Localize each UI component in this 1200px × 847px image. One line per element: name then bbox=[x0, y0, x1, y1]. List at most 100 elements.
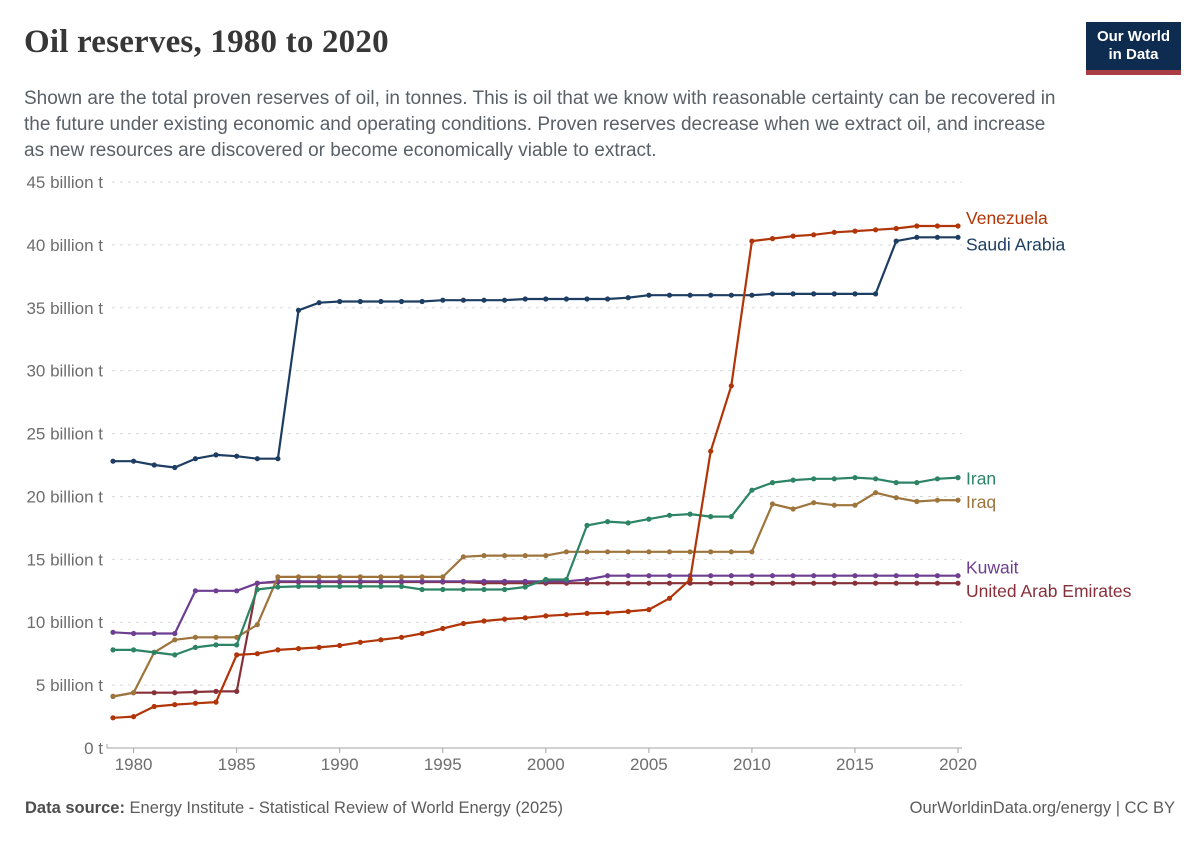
data-point-iraq[interactable] bbox=[831, 502, 837, 508]
data-point-kuwait[interactable] bbox=[440, 578, 446, 584]
data-point-iran[interactable] bbox=[440, 586, 446, 593]
data-point-united-arab-emirates[interactable] bbox=[955, 580, 961, 586]
data-point-iraq[interactable] bbox=[440, 574, 446, 580]
data-point-iraq[interactable] bbox=[378, 574, 384, 580]
data-point-kuwait[interactable] bbox=[584, 576, 590, 583]
data-point-venezuela[interactable] bbox=[172, 702, 178, 708]
data-point-iraq[interactable] bbox=[708, 549, 714, 555]
data-point-united-arab-emirates[interactable] bbox=[605, 580, 611, 586]
data-point-iran[interactable] bbox=[955, 475, 961, 481]
data-point-iraq[interactable] bbox=[955, 497, 961, 503]
data-point-saudi-arabia[interactable] bbox=[646, 292, 652, 298]
data-point-venezuela[interactable] bbox=[893, 225, 899, 232]
data-point-iraq[interactable] bbox=[192, 634, 198, 640]
data-point-saudi-arabia[interactable] bbox=[131, 458, 137, 464]
data-point-iran[interactable] bbox=[213, 642, 219, 648]
data-point-iran[interactable] bbox=[151, 649, 157, 656]
data-point-iraq[interactable] bbox=[728, 549, 734, 555]
data-point-saudi-arabia[interactable] bbox=[522, 296, 528, 302]
data-point-iraq[interactable] bbox=[398, 574, 405, 580]
data-point-iran[interactable] bbox=[295, 583, 302, 590]
data-point-iraq[interactable] bbox=[563, 549, 570, 555]
data-point-iran[interactable] bbox=[666, 512, 673, 518]
data-point-iran[interactable] bbox=[790, 477, 796, 483]
data-point-venezuela[interactable] bbox=[337, 642, 343, 649]
data-point-kuwait[interactable] bbox=[769, 573, 776, 579]
data-point-united-arab-emirates[interactable] bbox=[172, 690, 178, 696]
data-point-venezuela[interactable] bbox=[790, 233, 796, 239]
data-point-kuwait[interactable] bbox=[481, 578, 487, 584]
data-point-kuwait[interactable] bbox=[378, 578, 384, 584]
series-label-united-arab-emirates[interactable]: United Arab Emirates bbox=[966, 581, 1132, 601]
data-point-iraq[interactable] bbox=[605, 549, 611, 555]
data-point-kuwait[interactable] bbox=[357, 578, 363, 584]
data-point-iran[interactable] bbox=[852, 475, 858, 481]
data-point-iran[interactable] bbox=[192, 644, 198, 651]
data-point-iran[interactable] bbox=[357, 583, 363, 590]
data-point-saudi-arabia[interactable] bbox=[749, 292, 755, 298]
data-point-iran[interactable] bbox=[398, 583, 405, 590]
data-point-kuwait[interactable] bbox=[213, 588, 219, 594]
data-point-united-arab-emirates[interactable] bbox=[914, 580, 920, 586]
data-point-saudi-arabia[interactable] bbox=[873, 291, 879, 297]
data-point-iraq[interactable] bbox=[522, 553, 528, 559]
data-point-venezuela[interactable] bbox=[440, 625, 446, 632]
data-point-iran[interactable] bbox=[131, 647, 137, 653]
data-point-saudi-arabia[interactable] bbox=[955, 234, 961, 240]
data-point-kuwait[interactable] bbox=[811, 573, 817, 579]
data-point-saudi-arabia[interactable] bbox=[234, 453, 240, 459]
data-point-venezuela[interactable] bbox=[831, 229, 837, 235]
data-point-iraq[interactable] bbox=[213, 634, 219, 640]
data-point-kuwait[interactable] bbox=[790, 573, 796, 579]
series-label-kuwait[interactable]: Kuwait bbox=[966, 558, 1019, 578]
data-point-united-arab-emirates[interactable] bbox=[625, 580, 631, 586]
data-point-saudi-arabia[interactable] bbox=[357, 298, 363, 305]
series-line-iraq[interactable] bbox=[111, 491, 960, 698]
data-point-kuwait[interactable] bbox=[337, 578, 343, 584]
data-point-venezuela[interactable] bbox=[584, 610, 590, 617]
data-point-united-arab-emirates[interactable] bbox=[646, 580, 652, 586]
data-point-venezuela[interactable] bbox=[502, 616, 508, 622]
data-point-venezuela[interactable] bbox=[419, 630, 425, 637]
data-point-kuwait[interactable] bbox=[605, 573, 611, 579]
data-point-venezuela[interactable] bbox=[131, 714, 137, 720]
data-point-venezuela[interactable] bbox=[192, 700, 198, 706]
data-point-saudi-arabia[interactable] bbox=[316, 300, 322, 306]
data-point-iraq[interactable] bbox=[357, 574, 363, 580]
data-point-saudi-arabia[interactable] bbox=[110, 458, 116, 464]
data-point-kuwait[interactable] bbox=[708, 573, 714, 579]
data-point-iraq[interactable] bbox=[934, 497, 941, 503]
data-point-kuwait[interactable] bbox=[398, 578, 405, 584]
data-point-venezuela[interactable] bbox=[234, 652, 240, 658]
data-point-iran[interactable] bbox=[873, 476, 879, 482]
data-point-iran[interactable] bbox=[337, 583, 343, 590]
data-point-iraq[interactable] bbox=[460, 554, 466, 560]
data-point-venezuela[interactable] bbox=[934, 223, 941, 229]
data-point-united-arab-emirates[interactable] bbox=[811, 580, 817, 586]
data-point-venezuela[interactable] bbox=[563, 612, 570, 618]
data-point-united-arab-emirates[interactable] bbox=[852, 580, 858, 586]
data-point-saudi-arabia[interactable] bbox=[852, 291, 858, 297]
data-point-venezuela[interactable] bbox=[316, 644, 322, 651]
data-point-iraq[interactable] bbox=[584, 549, 590, 555]
data-point-saudi-arabia[interactable] bbox=[831, 291, 837, 297]
data-point-kuwait[interactable] bbox=[316, 578, 322, 584]
data-point-saudi-arabia[interactable] bbox=[790, 291, 796, 297]
data-point-united-arab-emirates[interactable] bbox=[213, 688, 219, 695]
data-point-kuwait[interactable] bbox=[131, 630, 137, 637]
data-point-iraq[interactable] bbox=[316, 574, 322, 580]
data-point-iran[interactable] bbox=[769, 480, 776, 486]
data-point-iraq[interactable] bbox=[769, 501, 776, 507]
series-line-venezuela[interactable] bbox=[111, 224, 960, 719]
series-united-arab-emirates[interactable]: United Arab Emirates bbox=[110, 579, 1132, 700]
data-point-saudi-arabia[interactable] bbox=[605, 296, 611, 302]
series-label-iran[interactable]: Iran bbox=[966, 469, 996, 489]
data-point-saudi-arabia[interactable] bbox=[172, 464, 178, 471]
data-point-saudi-arabia[interactable] bbox=[254, 456, 260, 462]
data-point-kuwait[interactable] bbox=[955, 573, 961, 579]
data-point-iran[interactable] bbox=[234, 642, 240, 648]
data-point-iran[interactable] bbox=[543, 576, 549, 583]
data-point-iraq[interactable] bbox=[419, 574, 425, 580]
series-label-venezuela[interactable]: Venezuela bbox=[966, 208, 1048, 228]
data-point-venezuela[interactable] bbox=[852, 228, 858, 234]
